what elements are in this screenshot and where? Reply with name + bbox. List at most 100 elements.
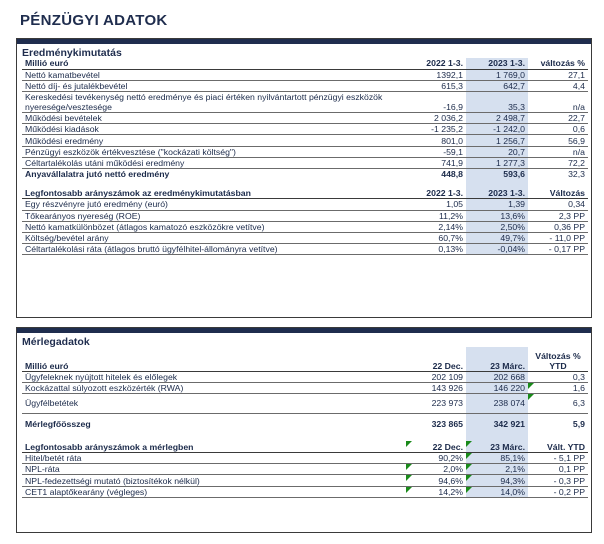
ratios2-col-mar: 23 Márc. [466,441,528,454]
value-change: 5,9 [572,418,585,429]
row-label: Ügyfélbetétek [22,393,406,414]
table-row: Ügyfeleknek nyújtott hitelek és előlegek… [22,371,588,383]
value-2023: 1,39 [466,198,528,211]
table-row: Nettó kamatbevétel 1392,1 1 769,0 27,1 [22,69,588,81]
value-change: - 0,2 PP [528,486,588,498]
value-2022: 11,2% [406,210,466,222]
value-2022: -16,9 [406,91,466,114]
value-2023: 593,6 [466,168,528,180]
value-2023: 20,7 [466,146,528,158]
value-change: - 5,1 PP [528,452,588,465]
value-2022: 1392,1 [406,69,466,81]
ratios1-header: Legfontosabb arányszámok az eredménykimu… [22,187,406,200]
table-row: Működési kiadások -1 235,2 -1 242,0 0,6 [22,123,588,136]
value-mar: 2,1% [466,463,528,476]
balance-col-change: Változás % YTD [528,347,588,372]
row-label: Nettó kamatbevétel [22,69,406,81]
ratios2-header-row: Legfontosabb arányszámok a mérlegben 22 … [22,441,588,454]
value-2022: 60,7% [406,232,466,245]
value-mar: 14,0% [466,486,528,498]
value-change: 56,9 [528,134,588,147]
value-change: 1,6 [528,382,588,394]
value-change: 72,2 [528,157,588,170]
value-2023: 1 769,0 [466,69,528,81]
value-2022: -1 235,2 [406,123,466,136]
row-label: Anyavállalatra jutó nettó eredmény [25,169,170,180]
balance-table: Millió euró 22 Dec. 23 Márc. Változás % Y… [22,347,588,498]
table-row: Nettó kamatkülönbözet (átlagos kamatozó … [22,221,588,233]
value-change: 22,7 [528,112,588,125]
value-2023: 13,6% [466,210,528,222]
spacer-row [22,433,588,442]
balance-col-dec: 22 Dec. [406,347,466,372]
value-change: - 0,17 PP [528,243,588,256]
balance-col-change-line2: YTD [549,360,567,371]
value-change: 0,34 [528,198,588,211]
value-change: 0,3 [528,371,588,383]
table-row: Hitel/betét ráta 90,2% 85,1% - 5,1 PP [22,452,588,465]
income-col-change: változás % [528,58,588,70]
income-col-2023: 2023 1-3. [466,58,528,70]
value-2023: 642,7 [466,80,528,93]
value-2023: 1 277,3 [466,157,528,170]
value-change: 4,4 [528,80,588,93]
balance-unit-label: Millió euró [22,347,406,372]
value-mar: 94,3% [466,474,528,487]
value-dec: 223 973 [406,393,466,414]
value-dec: 2,0% [406,463,466,476]
value-mar: 342 921 [466,413,528,434]
ratios1-col-2023: 2023 1-3. [466,187,528,200]
value-dec: 90,2% [406,452,466,465]
value-2022: 2 036,2 [406,112,466,125]
income-unit-label: Millió euró [22,58,406,70]
balance-col-mar: 23 Márc. [466,347,528,372]
table-row: Működési eredmény 801,0 1 256,7 56,9 [22,134,588,147]
value-2023: 2,50% [466,221,528,233]
table-row: Működési bevételek 2 036,2 2 498,7 22,7 [22,112,588,125]
value-dec: 143 926 [406,382,466,394]
value-2023: 2 498,7 [466,112,528,125]
table-row: Mérlegfőösszeg 323 865 342 921 5,9 [22,413,588,434]
value-change: 2,3 PP [528,210,588,222]
row-label: Tőkearányos nyereség (ROE) [22,210,406,222]
ratios2-header: Legfontosabb arányszámok a mérlegben [22,441,406,454]
value-mar: 238 074 [466,393,528,414]
table-row: Céltartalékolási ráta (átlagos bruttó üg… [22,243,588,256]
row-label: Kockázattal súlyozott eszközérték (RWA) [22,382,406,394]
value-2022: 0,13% [406,243,466,256]
row-label: Hitel/betét ráta [22,452,406,465]
row-label: CET1 alaptőkearány (végleges) [22,486,406,498]
table-row: NPL-fedezettségi mutató (biztosítékok né… [22,474,588,487]
value-2022: 2,14% [406,221,466,233]
row-label: Ügyfeleknek nyújtott hitelek és előlegek [22,371,406,383]
value-change: 27,1 [528,69,588,81]
value-change: - 0,3 PP [528,474,588,487]
value-change: - 11,0 PP [528,232,588,245]
row-label: Mérlegfőösszeg [25,418,91,429]
value-dec: 94,6% [406,474,466,487]
value-mar: 85,1% [466,452,528,465]
balance-section-title: Mérlegadatok [22,336,90,348]
income-table: Millió euró 2022 1-3. 2023 1-3. változás… [22,58,588,256]
row-label: Működési eredmény [22,134,406,147]
value-change: n/a [528,91,588,114]
row-label: Céltartalékolási ráta (átlagos bruttó üg… [22,243,406,256]
value-2023: 35,3 [466,91,528,114]
table-row: CET1 alaptőkearány (végleges) 14,2% 14,0… [22,486,588,498]
value-2022: 1,05 [406,198,466,211]
value-change: 0,1 PP [528,463,588,476]
value-2023: -1 242,0 [466,123,528,136]
balance-panel: Mérlegadatok Millió euró 22 Dec. 23 Márc… [16,327,592,533]
table-row: NPL-ráta 2,0% 2,1% 0,1 PP [22,463,588,476]
value-2022: 448,8 [441,169,463,180]
table-row: Egy részvényre jutó eredmény (euró) 1,05… [22,198,588,211]
income-header-row: Millió euró 2022 1-3. 2023 1-3. változás… [22,58,588,70]
table-row: Nettó díj- és jutalékbevétel 615,3 642,7… [22,80,588,93]
value-2022: 801,0 [406,134,466,147]
income-col-2022: 2022 1-3. [406,58,466,70]
row-label: Működési kiadások [22,123,406,136]
value-2022: 741,9 [406,157,466,170]
row-label: Egy részvényre jutó eredmény (euró) [22,198,406,211]
table-row: Költség/bevétel arány 60,7% 49,7% - 11,0… [22,232,588,245]
row-label: Nettó díj- és jutalékbevétel [22,80,406,93]
